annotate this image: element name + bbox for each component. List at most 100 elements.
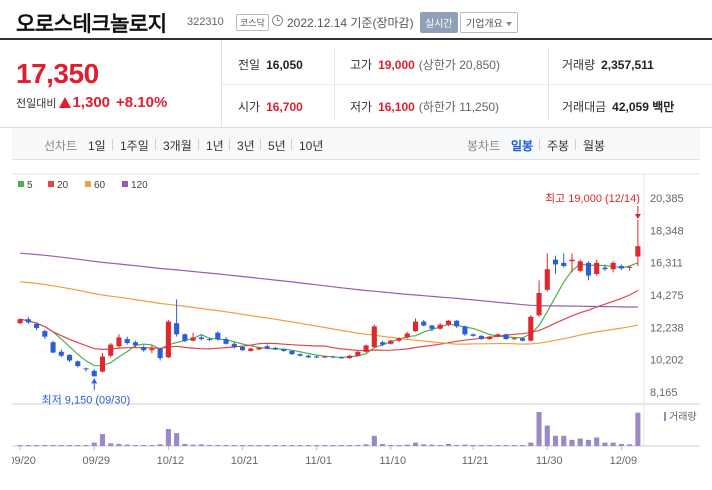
volume-bars: 거래량 xyxy=(17,411,697,446)
candle xyxy=(462,326,468,335)
volume-bar xyxy=(289,445,295,446)
stat-value: 2,357,511 xyxy=(601,58,654,72)
candle xyxy=(25,319,31,323)
y-axis: 20,385 18,348 16,311 14,275 12,238 10,202 8,16… xyxy=(650,193,684,399)
stat-value: 16,700 xyxy=(266,100,303,114)
candle xyxy=(42,331,48,337)
candle xyxy=(487,336,493,340)
change-row: 전일대비 1,300 +8.10% xyxy=(16,94,167,111)
candle xyxy=(454,320,460,327)
volume-bar xyxy=(272,445,279,446)
high-annotation: 최고 19,000 (12/14) xyxy=(545,192,640,205)
candle xyxy=(594,262,600,274)
x-tick-label: 11/10 xyxy=(379,455,406,467)
volume-bar xyxy=(445,443,451,446)
candle xyxy=(223,339,229,344)
volume-bar xyxy=(379,443,386,446)
annotations: 최고 19,000 (12/14) 최저 9,150 (09/30) xyxy=(42,192,641,406)
volume-bar xyxy=(165,429,171,446)
candle xyxy=(569,259,575,262)
volume-bar xyxy=(198,444,204,446)
legend-label: 120 xyxy=(131,180,148,191)
candle-daily[interactable]: 일봉 xyxy=(511,139,534,153)
volume-bar xyxy=(520,445,526,446)
candle xyxy=(174,323,180,335)
current-price: 17,350 xyxy=(16,58,99,89)
candle xyxy=(503,334,509,340)
candle xyxy=(379,342,386,345)
candle xyxy=(272,347,279,350)
period-1y[interactable]: 1년 xyxy=(206,139,224,153)
stat-value: 19,000 xyxy=(378,58,415,72)
candle xyxy=(520,338,526,341)
volume-bar xyxy=(75,445,81,446)
candle xyxy=(610,262,616,270)
period-selector: 선차트 1일 1주일 3개월 1년 3년 5년 10년 봉차트 일봉 주봉 월봉 xyxy=(12,128,700,160)
y-tick-label: 20,385 xyxy=(650,193,684,205)
stat-label: 시가 xyxy=(238,100,261,114)
volume-bar xyxy=(281,445,287,446)
volume-bar xyxy=(462,444,468,446)
y-tick-label: 12,238 xyxy=(650,322,684,334)
volume-bar xyxy=(190,444,196,446)
candle xyxy=(347,355,353,359)
period-3m[interactable]: 3개월 xyxy=(163,139,192,153)
volume-bar xyxy=(58,445,64,446)
volume-bar xyxy=(17,445,23,446)
period-1d[interactable]: 1일 xyxy=(88,139,106,153)
volume-bar xyxy=(207,444,213,446)
period-10y[interactable]: 10년 xyxy=(299,139,324,153)
x-tick-label: 09/29 xyxy=(82,455,110,467)
divider xyxy=(222,84,712,85)
candle xyxy=(289,350,295,355)
volume-bar xyxy=(495,445,501,446)
stock-chart[interactable]: 5 20 60 120 20,385 18,348 16,311 14,275 12,238 1… xyxy=(8,160,700,490)
x-tick-label: 11/01 xyxy=(305,455,332,467)
candle-monthly[interactable]: 월봉 xyxy=(583,139,606,153)
moving-averages xyxy=(19,252,639,367)
volume-bar xyxy=(610,442,616,446)
volume-bar xyxy=(544,425,550,446)
volume-bar xyxy=(305,445,311,446)
volume-bar xyxy=(511,445,517,446)
stat-value: 16,100 xyxy=(378,100,415,114)
legend-swatch xyxy=(48,181,54,187)
legend-swatch xyxy=(85,181,91,187)
volume-bar xyxy=(25,445,31,446)
period-3y[interactable]: 3년 xyxy=(237,139,255,153)
candle xyxy=(66,354,73,361)
volume-bar xyxy=(437,444,443,446)
candle xyxy=(445,320,451,325)
stat-volume: 거래량 2,357,511 xyxy=(562,56,654,73)
period-1w[interactable]: 1주일 xyxy=(120,139,149,153)
candle xyxy=(396,338,402,341)
price-summary: 17,350 전일대비 1,300 +8.10% 전일 16,050 고가 19,000… xyxy=(0,40,712,128)
candle xyxy=(149,348,155,351)
volume-bar xyxy=(396,445,402,446)
volume-bar xyxy=(478,445,484,446)
period-5y[interactable]: 5년 xyxy=(268,139,286,153)
volume-bar xyxy=(322,445,328,446)
candle xyxy=(429,325,435,329)
candle xyxy=(437,324,443,329)
realtime-button[interactable]: 실시간 xyxy=(420,12,458,33)
volume-bar xyxy=(223,445,229,446)
legend-label: 60 xyxy=(94,180,106,191)
volume-bar xyxy=(454,444,460,446)
volume-bar xyxy=(421,444,427,446)
candle xyxy=(371,326,377,347)
candle xyxy=(495,334,501,337)
low-annotation: 최저 9,150 (09/30) xyxy=(42,393,131,406)
low-arrow-head xyxy=(91,378,98,384)
company-overview-button[interactable]: 기업개요 xyxy=(460,12,518,33)
volume-bar xyxy=(239,445,246,446)
stock-header: 오로스테크놀로지 322310 코스닥 2022.12.14 기준(장마감) 실… xyxy=(0,0,712,40)
stat-label: 고가 xyxy=(350,58,373,72)
y-tick-label: 10,202 xyxy=(650,355,684,367)
volume-bar xyxy=(412,442,419,446)
candle-weekly[interactable]: 주봉 xyxy=(547,139,570,153)
candle xyxy=(561,262,567,267)
stat-label: 전일 xyxy=(238,58,261,72)
ma-5-line xyxy=(19,262,639,367)
volume-bar xyxy=(618,443,624,446)
